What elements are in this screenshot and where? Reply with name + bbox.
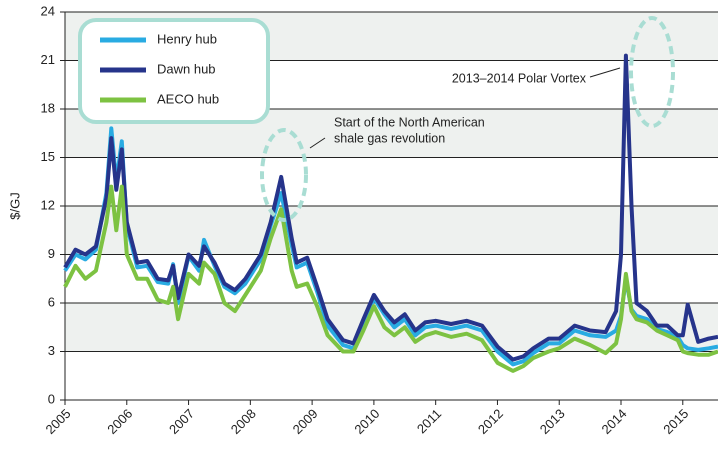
y-tick-label: 3 [48, 343, 55, 358]
y-tick-label: 18 [41, 100, 55, 115]
y-axis-label: $/GJ [7, 192, 22, 219]
y-tick-label: 0 [48, 391, 55, 406]
band [65, 206, 718, 255]
x-tick-label: 2007 [166, 406, 197, 437]
leader-line [589, 67, 621, 78]
y-tick-label: 12 [41, 197, 55, 212]
highlight-ellipse [260, 128, 308, 222]
x-tick-label: 2009 [290, 406, 321, 437]
y-tick-label: 6 [48, 294, 55, 309]
legend-label: AECO hub [157, 91, 219, 106]
legend-label: Dawn hub [157, 61, 216, 76]
y-tick-label: 9 [48, 246, 55, 261]
x-tick-label: 2010 [351, 406, 382, 437]
x-tick-label: 2013 [537, 406, 568, 437]
y-tick-label: 21 [41, 52, 55, 67]
annotation: Start of the North American [334, 115, 485, 129]
plot-background [65, 12, 718, 352]
x-tick-label: 2005 [42, 406, 73, 437]
annotation: shale gas revolution [334, 131, 445, 145]
series-line [63, 53, 718, 362]
y-tick-label: 24 [41, 3, 55, 18]
x-tick-label: 2011 [414, 406, 444, 436]
x-tick-label: 2012 [475, 406, 506, 437]
legend-label: Henry hub [157, 31, 217, 46]
series-line [63, 184, 718, 373]
y-tick-label: 15 [41, 149, 55, 164]
annotation: 2013–2014 Polar Vortex [452, 71, 587, 85]
highlight-ellipse [629, 16, 675, 128]
x-tick-label: 2015 [660, 406, 691, 437]
x-tick-label: 2006 [104, 406, 135, 437]
leader-line [309, 137, 326, 149]
legend-box [78, 18, 270, 124]
x-tick-label: 2014 [599, 406, 630, 437]
x-tick-label: 2008 [228, 406, 259, 437]
